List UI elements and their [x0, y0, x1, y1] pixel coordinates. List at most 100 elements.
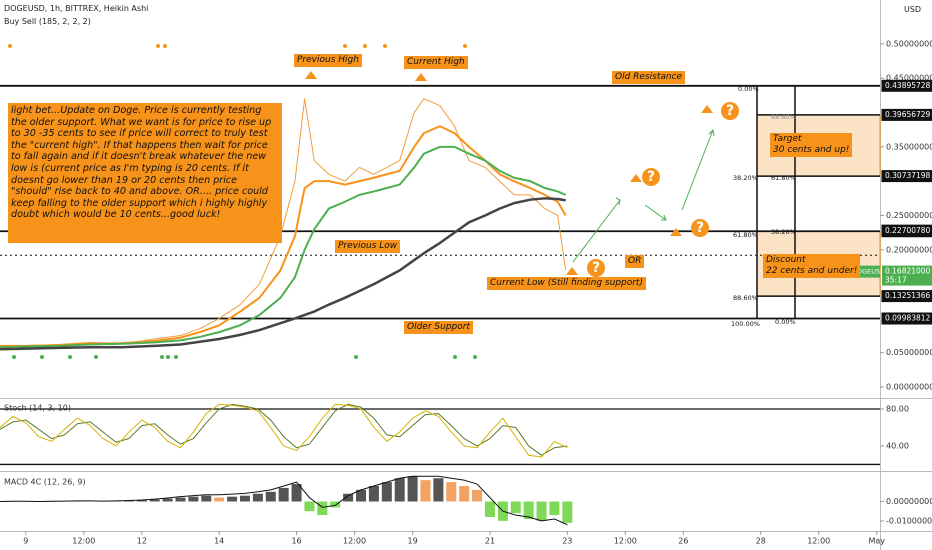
- currency: USD: [904, 5, 922, 14]
- macd-bar: [446, 482, 457, 502]
- price-tag-label: 0.22700780: [885, 226, 931, 235]
- y-tick-label: -0.01000000: [886, 516, 932, 525]
- fib-label: 100.00%: [731, 320, 760, 328]
- symbol: DOGEUSD, 1h, BITTREX, Heikin Ashi: [4, 4, 149, 13]
- discount-text: 22 cents and under!: [766, 266, 858, 276]
- macd-bar: [278, 487, 289, 502]
- y-tick-label: 0.25000000: [886, 211, 932, 220]
- discount-title: Discount: [766, 255, 806, 265]
- y-tick-label: 0.20000000: [886, 245, 932, 254]
- annotation: Old Resistance: [612, 71, 686, 84]
- current-price-box: [882, 265, 932, 286]
- macd-bar: [381, 482, 392, 502]
- macd-bar: [227, 496, 238, 502]
- fib-label: 38.20%: [771, 228, 796, 236]
- marker: [701, 105, 713, 113]
- fib-label: 88.60%: [771, 113, 796, 121]
- macd-bar: [407, 476, 418, 502]
- marker: [415, 73, 427, 81]
- y-tick-label: 0.00000000: [886, 383, 932, 392]
- annotation: Previous High: [294, 54, 362, 67]
- question: ?: [691, 219, 709, 237]
- target: Target 30 cents and up!: [770, 133, 853, 157]
- macd-bar: [291, 484, 302, 502]
- series-line: [0, 125, 567, 347]
- x-tick-label: 12:00: [614, 537, 637, 546]
- y-tick-label: 0.05000000: [886, 348, 932, 357]
- x-tick-label: 26: [678, 537, 688, 546]
- price-tag: [881, 79, 932, 92]
- x-tick-label: 14: [214, 537, 224, 546]
- macd-bar: [149, 499, 160, 502]
- indicator: Buy Sell (185, 2, 2, 2): [4, 17, 91, 26]
- macd-bar: [239, 495, 250, 502]
- macd-bar: [510, 501, 521, 514]
- price-tag-label: 0.39656729: [885, 110, 931, 119]
- y-tick-label: 0.00000000: [886, 497, 932, 506]
- stoch-d: [0, 403, 568, 456]
- y-tick-label: 0.45000000: [886, 74, 932, 83]
- series-line: [0, 145, 567, 349]
- signal-dots: [8, 44, 467, 48]
- discount: Discount 22 cents and under!: [763, 254, 861, 278]
- decor: [8, 44, 715, 359]
- x-tick-label: 19: [408, 537, 418, 546]
- current-symbol: DOGEUSD: [852, 268, 885, 276]
- fib-label: 0.00%: [738, 85, 759, 93]
- price-tag: [881, 108, 932, 121]
- marker: [305, 71, 317, 79]
- annotation: Current Low (Still finding support): [487, 277, 646, 290]
- price-tag-label: 0.13251366: [885, 291, 931, 300]
- price-tag-label: 0.30737198: [885, 171, 931, 180]
- signal-dots: [12, 355, 477, 359]
- x-tick-label: 12:00: [807, 537, 830, 546]
- macd-bar: [536, 501, 547, 521]
- target-title: Target: [773, 134, 802, 144]
- macd-bar: [330, 501, 341, 508]
- macd-bar: [549, 501, 560, 516]
- macd-bar: [175, 497, 186, 502]
- stoch-k: [0, 403, 568, 458]
- arrow-head: [708, 128, 715, 137]
- price-tag-label: 0.43895728: [885, 81, 931, 90]
- macd-bar: [188, 496, 199, 502]
- series-line: [0, 197, 566, 351]
- macd-bar: [368, 485, 379, 502]
- marker: [630, 174, 642, 182]
- macd-bar: [420, 480, 431, 502]
- macd-bar: [136, 499, 147, 502]
- annotation: OR: [625, 255, 645, 268]
- macd-bar: [472, 489, 483, 502]
- series-line: [0, 98, 567, 347]
- macd-bar: [201, 495, 212, 502]
- price-tag: [881, 290, 932, 303]
- x-tick-label: 9: [23, 537, 28, 546]
- price-tag: [881, 170, 932, 183]
- arrow-head: [615, 197, 621, 206]
- annotation: Current High: [404, 56, 468, 69]
- macd-bar: [162, 498, 173, 502]
- marker: [670, 228, 682, 236]
- price-tag: [881, 312, 932, 325]
- question: ?: [642, 168, 660, 186]
- fib-label: 0.00%: [775, 318, 796, 326]
- macd-bar: [214, 497, 225, 502]
- price-tag: [881, 225, 932, 238]
- macd-bar: [265, 491, 276, 502]
- x-tick-label: May: [869, 537, 886, 546]
- macd-bar: [252, 493, 263, 502]
- macd-bar: [523, 501, 534, 519]
- macd-bar: [484, 501, 495, 518]
- macd-bar: [562, 501, 573, 523]
- macd-bar: [317, 501, 328, 516]
- macd-bar: [356, 489, 367, 502]
- macd-line: [0, 475, 568, 526]
- macd-bar: [304, 501, 315, 512]
- annotation: Older Support: [404, 321, 473, 334]
- panel-title: Stoch (14, 3, 10): [4, 404, 71, 413]
- note: light bet...Update on Doge. Price is cur…: [8, 103, 282, 243]
- y-tick-label: 40.00: [886, 441, 909, 450]
- price-tag-label: 0.09983812: [885, 314, 931, 323]
- y-tick-label: 0.50000000: [886, 39, 932, 48]
